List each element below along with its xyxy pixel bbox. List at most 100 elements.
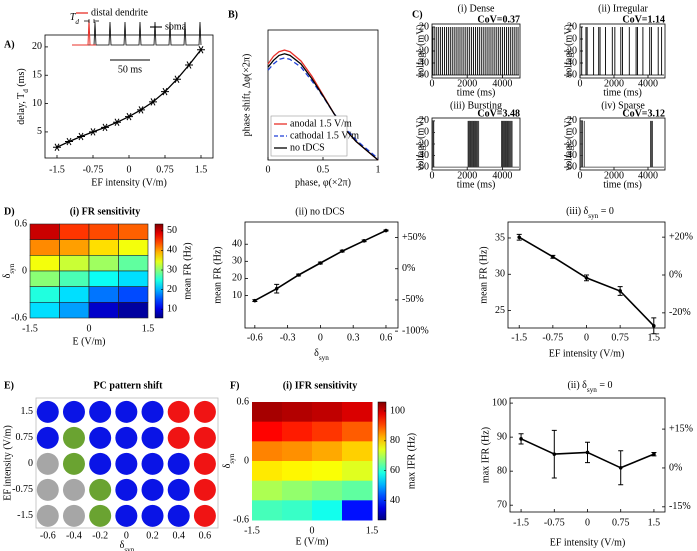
pattern-dot xyxy=(141,452,164,475)
panel-title: (ii) Irregular xyxy=(598,3,648,14)
pattern-dot xyxy=(62,426,85,449)
y-axis-label: voltage (mV) xyxy=(415,117,426,171)
panel-title: (ii) δsyn = 0 xyxy=(567,380,612,393)
y-tick-label: -60 xyxy=(416,69,429,80)
colorbar-tick-label: 20 xyxy=(167,284,177,295)
x-tick-label: 0.6 xyxy=(380,332,393,343)
x-tick-label: 0 xyxy=(585,517,590,528)
heatmap-cell xyxy=(342,480,373,501)
heatmap-cell xyxy=(88,255,119,272)
y-tick-label: 5 xyxy=(37,126,42,137)
pattern-dot xyxy=(141,478,164,501)
x-tick-label: 2000 xyxy=(457,78,477,89)
heatmap-cell xyxy=(118,286,149,303)
y2-tick-label: 0% xyxy=(669,462,682,473)
x-tick-label: 0.5 xyxy=(317,164,330,175)
colorbar-tick-label: 100 xyxy=(390,405,405,416)
x-axis-label: δsyn xyxy=(120,540,135,551)
legend-label: no tDCS xyxy=(290,142,325,153)
heatmap-cell xyxy=(342,421,373,442)
colorbar-tick-label: 30 xyxy=(167,264,177,275)
subscript: syn xyxy=(319,354,329,362)
x-tick-label: 0.75 xyxy=(611,332,629,343)
x-tick-label: 1.5 xyxy=(366,525,379,536)
pattern-dot xyxy=(115,478,138,501)
heatmap-cell xyxy=(342,441,373,462)
heatmap-cell xyxy=(59,270,90,287)
star-marker xyxy=(197,45,205,54)
inset-soma-trace xyxy=(72,21,202,46)
x-tick-label: -0.75 xyxy=(542,332,563,343)
y-axis-label: mean FR (Hz) xyxy=(212,246,223,303)
heatmap-cell xyxy=(312,402,343,423)
pattern-dot xyxy=(36,504,59,527)
data-point xyxy=(362,239,366,243)
heatmap-cell xyxy=(29,302,60,319)
x-tick-label: -0.75 xyxy=(83,164,104,175)
panel-label: F) xyxy=(230,380,239,391)
cov-label: CoV=1.14 xyxy=(622,14,665,25)
y-tick-label: 70 xyxy=(497,499,507,510)
y-tick-label: 0.6 xyxy=(237,396,250,407)
x-tick-label: -1.5 xyxy=(513,517,529,528)
data-point xyxy=(253,298,257,303)
pattern-dot xyxy=(141,426,164,449)
data-point xyxy=(519,437,523,441)
data-point xyxy=(551,255,555,259)
x-tick-label: -0.6 xyxy=(247,332,263,343)
x-tick-label: 2000 xyxy=(457,170,477,181)
heatmap-cell xyxy=(342,461,373,482)
subscript: d xyxy=(75,18,79,26)
x-tick-label: 0.75 xyxy=(612,517,630,528)
cov-label: CoV=3.48 xyxy=(477,108,520,119)
y-tick-label: 0 xyxy=(424,33,429,44)
y2-tick-label: 0% xyxy=(402,263,415,274)
colorbar-label: max IFR (Hz) xyxy=(406,433,417,489)
panel-label: A) xyxy=(4,39,15,50)
y-tick-label: -60 xyxy=(564,69,577,80)
data-point xyxy=(585,450,590,455)
y2-tick-label: -15% xyxy=(669,501,691,512)
y-axis-label: δsyn xyxy=(2,263,15,278)
x-axis-label: time (ms) xyxy=(603,179,642,190)
y-tick-label: 25 xyxy=(495,305,505,316)
x-axis-label: time (ms) xyxy=(457,87,496,98)
y-tick-label: -20 xyxy=(564,45,577,56)
x-tick-label: 1.5 xyxy=(648,332,661,343)
x-tick-label: 0 xyxy=(318,332,323,343)
heatmap-cell xyxy=(312,500,343,521)
x-axis-label: EF intensity (V/m) xyxy=(549,348,625,359)
cov-label: CoV=3.12 xyxy=(622,108,665,119)
y-tick-label: 0 xyxy=(244,455,249,466)
x-tick-label: 4000 xyxy=(638,78,658,89)
legend-label: anodal 1.5 V/m xyxy=(290,118,352,129)
pattern-dot xyxy=(193,504,216,527)
y-tick-label: 0 xyxy=(572,33,577,44)
x-tick-label: 1.5 xyxy=(648,517,661,528)
y-tick-label: 20 xyxy=(567,115,577,126)
y-tick-label: -40 xyxy=(564,150,577,161)
x-tick-label: 4000 xyxy=(638,170,658,181)
heatmap-cell xyxy=(29,223,60,240)
panel-label: C) xyxy=(412,9,423,20)
panel-label: D) xyxy=(4,206,15,217)
star-marker xyxy=(77,132,85,141)
y-axis-label: voltage (mV) xyxy=(563,117,574,171)
x-tick-label: 0 xyxy=(584,332,589,343)
pattern-dot xyxy=(167,504,190,527)
x-tick-label: 0 xyxy=(430,170,435,181)
data-point xyxy=(274,286,279,291)
panel-title: PC pattern shift xyxy=(94,380,164,391)
heatmap-cell xyxy=(29,286,60,303)
panel-title: (iii) Bursting xyxy=(450,100,502,111)
subscript: syn xyxy=(587,386,597,394)
heatmap-cell xyxy=(252,480,283,501)
pattern-dot xyxy=(193,478,216,501)
heatmap-cell xyxy=(88,239,119,256)
pattern-dot xyxy=(89,426,112,449)
star-marker xyxy=(149,98,157,106)
x-tick-label: 0 xyxy=(310,525,315,536)
inset-scale-label: 50 ms xyxy=(118,64,142,75)
